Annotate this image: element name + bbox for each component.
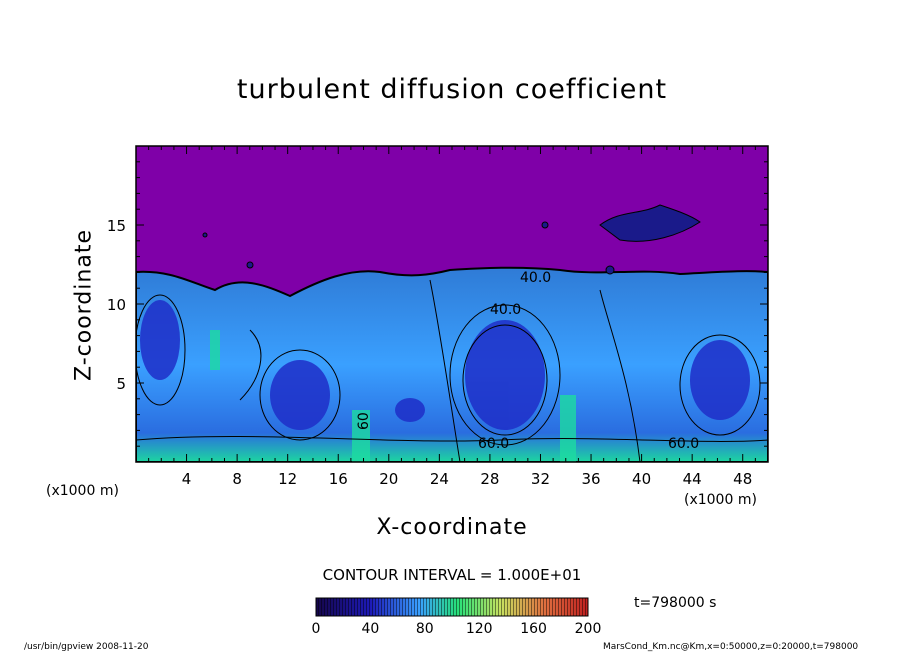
y-tick-label: 15 <box>107 217 126 235</box>
scattered-patches <box>202 204 701 275</box>
x-tick-label: 48 <box>733 470 752 488</box>
colorbar-tick-label: 0 <box>311 621 321 637</box>
y-axis-ticks <box>136 161 768 447</box>
eddy-cells <box>140 300 750 430</box>
contour-label: 60.0 <box>668 436 699 452</box>
colorbar-tick-label: 80 <box>415 621 434 637</box>
updraft-columns <box>210 330 576 462</box>
footer-program-info: /usr/bin/gpview 2008-11-20 <box>24 642 149 652</box>
contour-label: 40.0 <box>520 270 551 286</box>
contour-label: 60.0 <box>478 436 509 452</box>
x-tick-label: 36 <box>581 470 600 488</box>
x-tick-label: 4 <box>182 470 192 488</box>
x-tick-label: 12 <box>278 470 297 488</box>
y-tick-label: 10 <box>107 296 126 314</box>
colorbar-tick-label: 120 <box>465 621 493 637</box>
time-stamp: t=798000 s <box>634 595 717 611</box>
x-axis-unit-right: (x1000 m) <box>684 492 757 508</box>
x-axis-tick-labels: 4 8 12 16 20 24 28 32 36 40 44 48 <box>182 470 752 488</box>
y-tick-label: 5 <box>116 375 126 393</box>
colorbar-tick-label: 160 <box>520 621 547 637</box>
contour-interval-text: CONTOUR INTERVAL = 1.000E+01 <box>322 566 582 584</box>
mixed-layer-fill <box>136 266 768 462</box>
y-axis-tick-labels: 5 10 15 <box>107 217 126 393</box>
plot-area: 40.0 40.0 60.0 60.0 60 <box>136 146 768 462</box>
x-axis-label: X-coordinate <box>376 515 528 540</box>
colorbar-tick-label: 40 <box>361 621 380 637</box>
colorbar-tick-label: 200 <box>574 621 602 637</box>
footer-file-info: MarsCond_Km.nc@Km,x=0:50000,z=0:20000,t=… <box>603 642 859 652</box>
y-axis-label: Z-coordinate <box>71 229 97 381</box>
chart-title: turbulent diffusion coefficient <box>236 74 668 105</box>
contour-lines <box>136 279 768 462</box>
x-axis-ticks <box>148 146 756 462</box>
x-tick-label: 16 <box>329 470 348 488</box>
contour-label: 40.0 <box>490 302 521 318</box>
contour-label: 60 <box>356 412 372 430</box>
x-axis-unit-left: (x1000 m) <box>46 483 119 499</box>
x-tick-label: 32 <box>531 470 550 488</box>
x-tick-label: 24 <box>430 470 449 488</box>
x-tick-label: 44 <box>683 470 702 488</box>
x-tick-label: 28 <box>480 470 499 488</box>
x-tick-label: 20 <box>379 470 398 488</box>
x-tick-label: 40 <box>632 470 651 488</box>
colorbar <box>315 597 589 617</box>
contour-labels: 40.0 40.0 60.0 60.0 60 <box>356 270 699 452</box>
x-tick-label: 8 <box>232 470 242 488</box>
